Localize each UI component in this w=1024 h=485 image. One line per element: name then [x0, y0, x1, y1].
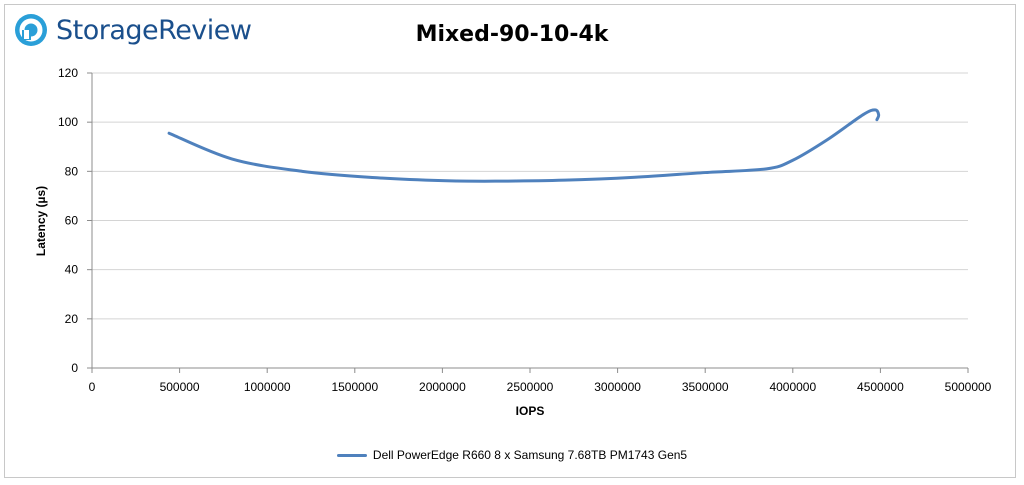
y-tick-labels: 0 20 40 60 80 100 120 [58, 66, 78, 375]
x-tick-label: 4500000 [857, 380, 904, 394]
x-tick-label: 500000 [160, 380, 200, 394]
legend-swatch [336, 453, 367, 457]
y-tick-label: 0 [71, 361, 78, 375]
y-tick-label: 100 [58, 115, 78, 129]
brand-logo[interactable]: StorageReview [14, 10, 252, 50]
y-tick-label: 120 [58, 66, 78, 80]
y-tick-label: 60 [65, 214, 79, 228]
series-lines [167, 108, 881, 183]
y-tick-label: 80 [65, 164, 79, 178]
y-tick-label: 40 [65, 263, 79, 277]
legend-label: Dell PowerEdge R660 8 x Samsung 7.68TB P… [372, 448, 688, 462]
x-tick-label: 3500000 [682, 380, 729, 394]
x-tick-label: 2000000 [419, 380, 466, 394]
x-tick-label: 1000000 [244, 380, 291, 394]
x-tick-label: 2500000 [507, 380, 554, 394]
y-tick-label: 20 [65, 312, 79, 326]
series-line [167, 108, 881, 183]
x-tick-label: 1500000 [331, 380, 378, 394]
axes [87, 72, 969, 373]
brand-name: StorageReview [56, 14, 252, 46]
storagereview-logo-icon [15, 14, 47, 46]
x-tick-label: 0 [89, 380, 96, 394]
y-axis-title: Latency (µs) [34, 186, 48, 256]
chart-frame [4, 4, 1016, 478]
x-tick-labels: 0 500000 1000000 1500000 2000000 2500000 30000… [89, 380, 992, 394]
x-tick-label: 4000000 [769, 380, 816, 394]
legend: Dell PowerEdge R660 8 x Samsung 7.68TB P… [0, 448, 1024, 462]
grid-lines [92, 72, 968, 320]
x-tick-label: 5000000 [945, 380, 992, 394]
chart-title: Mixed-90-10-4k [415, 22, 609, 47]
x-tick-label: 3000000 [594, 380, 641, 394]
x-axis-title: IOPS [516, 404, 545, 418]
